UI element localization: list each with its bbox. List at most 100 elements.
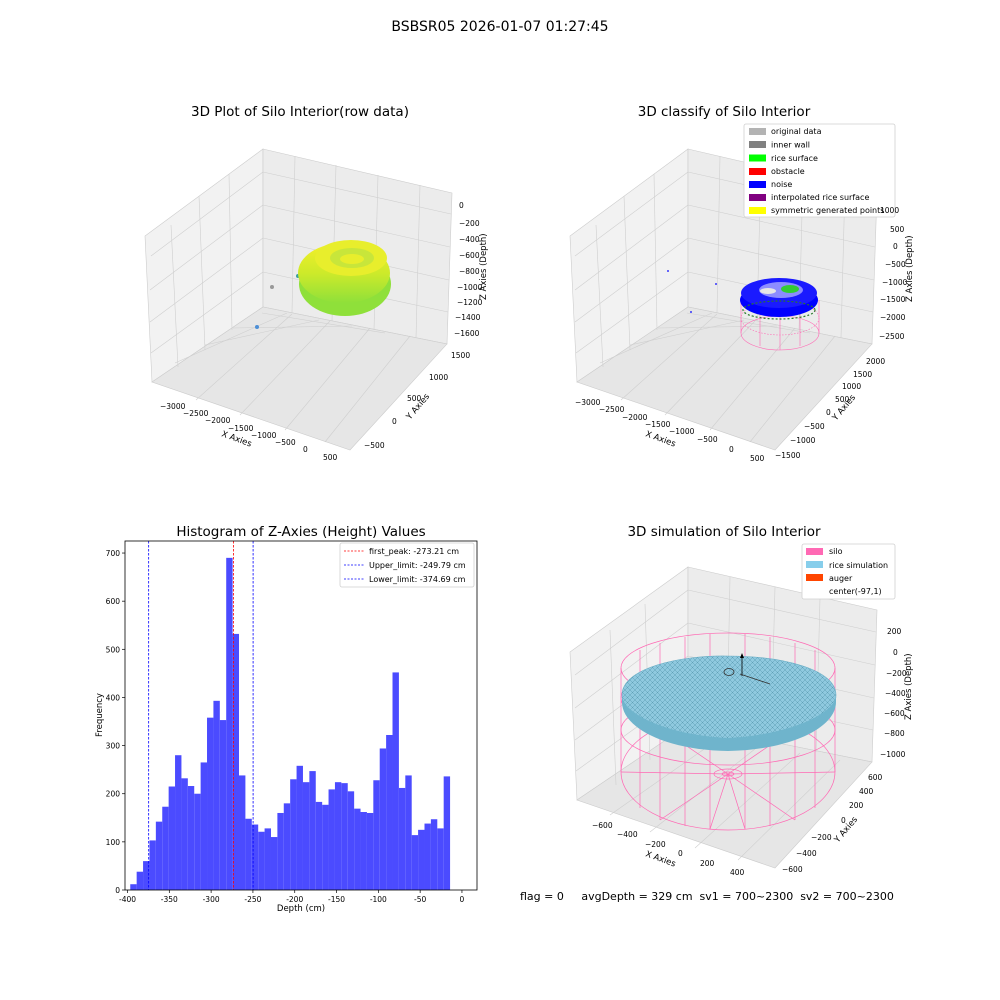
svg-text:−500: −500 (885, 260, 906, 269)
svg-text:−600: −600 (592, 821, 613, 830)
svg-text:1500: 1500 (451, 351, 470, 360)
panel-classify-title: 3D classify of Silo Interior (638, 104, 811, 120)
classify-noise-point (667, 270, 669, 272)
svg-text:400: 400 (730, 868, 745, 877)
legend-swatch-inner-wall (749, 141, 766, 148)
hist-bar (130, 884, 137, 890)
svg-text:−400: −400 (459, 235, 480, 244)
hist-bar (155, 821, 163, 890)
panel-raw-title: 3D Plot of Silo Interior(row data) (191, 104, 409, 120)
svg-text:1000: 1000 (880, 206, 899, 215)
status-line: flag = 0 avgDepth = 329 cm sv1 = 700~230… (520, 890, 894, 903)
hist-bar (245, 818, 252, 890)
hist-bar (149, 840, 156, 890)
svg-text:−600: −600 (459, 251, 480, 260)
raw-point (255, 325, 259, 329)
hist-x-tick-label: -200 (286, 895, 303, 904)
hist-bar (341, 783, 348, 890)
legend-upper-limit: Upper_limit: -249.79 cm (369, 561, 466, 570)
classify-noise-point (715, 283, 717, 285)
legend-swatch-symmetric (749, 207, 766, 214)
legend-first-peak: first_peak: -273.21 cm (369, 547, 459, 556)
hist-x-tick-label: -300 (203, 895, 220, 904)
hist-bar (328, 789, 335, 890)
hist-bar (283, 803, 291, 890)
svg-text:center(-97,1): center(-97,1) (829, 587, 882, 596)
svg-text:−3000: −3000 (160, 402, 186, 411)
hist-y-tick-label: 700 (106, 549, 121, 558)
svg-text:1000: 1000 (429, 373, 448, 382)
svg-text:500: 500 (835, 395, 850, 404)
legend-swatch-noise (749, 181, 766, 188)
svg-text:−200: −200 (645, 840, 666, 849)
classify-pane-floor (576, 306, 873, 451)
hist-bar (264, 828, 271, 890)
svg-text:−1000: −1000 (882, 278, 908, 287)
svg-text:−1000: −1000 (457, 283, 483, 292)
figure-title: BSBSR05 2026-01-07 01:27:45 (391, 19, 608, 35)
svg-text:−400: −400 (617, 830, 638, 839)
hist-bar (386, 734, 393, 890)
svg-text:−400: −400 (885, 689, 906, 698)
panel-raw-3d: 3D Plot of Silo Interior(row data) (144, 104, 489, 462)
svg-text:−2000: −2000 (205, 416, 231, 425)
svg-text:−200: −200 (811, 833, 832, 842)
svg-text:−2500: −2500 (599, 405, 625, 414)
hist-bar (187, 786, 195, 890)
panel-classify-3d: 3D classify of Silo Interior (569, 104, 915, 463)
classify-x-ticks: −3000 −2500 −2000 −1500 −1000 −500 0 500 (575, 398, 765, 463)
hist-bar (354, 808, 361, 890)
svg-text:−600: −600 (884, 709, 905, 718)
hist-bar (239, 775, 246, 890)
hist-x-tick-label: -150 (328, 895, 345, 904)
hist-bar (373, 780, 380, 890)
hist-axes-border (124, 540, 478, 891)
hist-bar (302, 782, 310, 890)
svg-text:−1200: −1200 (457, 298, 483, 307)
hist-bar (251, 824, 259, 890)
hist-vlines (148, 541, 254, 890)
svg-text:−200: −200 (459, 219, 480, 228)
hist-bars (130, 557, 451, 890)
raw-pane-floor (151, 306, 448, 451)
hist-bar (277, 812, 284, 890)
legend-lower-limit: Lower_limit: -374.69 cm (369, 575, 466, 584)
raw-point (270, 285, 274, 289)
svg-text:0: 0 (893, 648, 898, 657)
hist-bar (290, 779, 297, 890)
svg-text:interpolated rice surface: interpolated rice surface (771, 193, 869, 202)
svg-text:−1000: −1000 (880, 750, 906, 759)
svg-text:noise: noise (771, 180, 792, 189)
hist-bar (200, 762, 208, 890)
raw-zlabel: Z Axies (Depth) (479, 233, 489, 300)
hist-bar (207, 717, 214, 890)
hist-y-tick-label: 600 (106, 597, 121, 606)
panel-sim-title: 3D simulation of Silo Interior (627, 524, 821, 540)
svg-text:−1000: −1000 (669, 427, 695, 436)
hist-y-tick-label: 500 (106, 645, 121, 654)
svg-text:200: 200 (849, 801, 864, 810)
hist-y-tick-label: 300 (106, 742, 121, 751)
sim-ylabel: Y Axies (832, 815, 860, 846)
svg-text:−1600: −1600 (454, 329, 480, 338)
classify-z-ticks: 1000 500 0 −500 −1000 −1500 −2000 −2500 (879, 206, 908, 341)
hist-bar (418, 829, 425, 890)
raw-rice-surface (298, 240, 391, 316)
raw-grid (149, 155, 452, 443)
hist-bar (347, 791, 355, 890)
hist-bar (296, 765, 303, 890)
svg-text:600: 600 (868, 773, 883, 782)
hist-bar (411, 835, 419, 890)
svg-text:0: 0 (826, 408, 831, 417)
svg-text:−2500: −2500 (183, 409, 209, 418)
svg-text:−2000: −2000 (622, 413, 648, 422)
svg-text:−1500: −1500 (880, 295, 906, 304)
legend-swatch-rice-surface (749, 154, 766, 162)
hist-bar (258, 831, 265, 890)
svg-text:−1000: −1000 (251, 431, 277, 440)
hist-bar (213, 700, 220, 890)
hist-bar (226, 557, 233, 890)
sim-zlabel: Z Axies (Depth) (904, 653, 914, 720)
svg-text:auger: auger (829, 574, 853, 583)
